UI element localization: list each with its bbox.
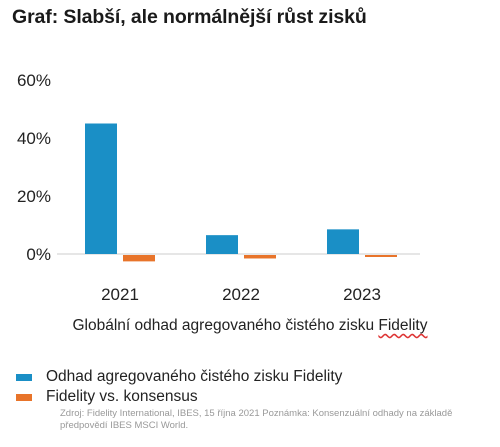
y-tick-label: 40% — [17, 129, 51, 148]
bar-fidelity-2021 — [85, 123, 117, 254]
x-tick-label: 2021 — [101, 285, 139, 304]
bar-chart: 0% 20% 40% 60% 2021 2022 2023 — [17, 71, 420, 304]
x-axis-label-text: Globální odhad agregovaného čistého zisk… — [72, 317, 379, 334]
y-tick-label: 20% — [17, 187, 51, 206]
legend-item-fidelity: Odhad agregovaného čistého zisku Fidelit… — [16, 367, 342, 387]
x-tick-label: 2022 — [222, 285, 260, 304]
source-note: Zdroj: Fidelity International, IBES, 15 … — [60, 408, 453, 431]
bar-consensus-2022 — [244, 255, 276, 259]
y-tick-label: 60% — [17, 71, 51, 90]
x-axis-label: Globální odhad agregovaného čistého zisk… — [0, 317, 500, 335]
x-tick-label: 2023 — [343, 285, 381, 304]
bar-fidelity-2022 — [206, 235, 238, 254]
bar-consensus-2021 — [123, 255, 155, 262]
legend: Odhad agregovaného čistého zisku Fidelit… — [16, 367, 342, 407]
legend-swatch-orange — [16, 393, 32, 401]
chart-title: Graf: Slabší, ale normálnější růst zisků — [12, 6, 367, 28]
legend-label: Odhad agregovaného čistého zisku Fidelit… — [46, 368, 343, 385]
bar-consensus-2023 — [365, 255, 397, 257]
y-tick-label: 0% — [26, 245, 51, 264]
legend-swatch-blue — [16, 373, 32, 381]
x-axis-label-underlined: Fidelity — [378, 317, 428, 334]
bar-fidelity-2023 — [327, 229, 359, 254]
legend-item-consensus: Fidelity vs. konsensus — [16, 387, 342, 407]
legend-label: Fidelity vs. konsensus — [46, 388, 198, 405]
